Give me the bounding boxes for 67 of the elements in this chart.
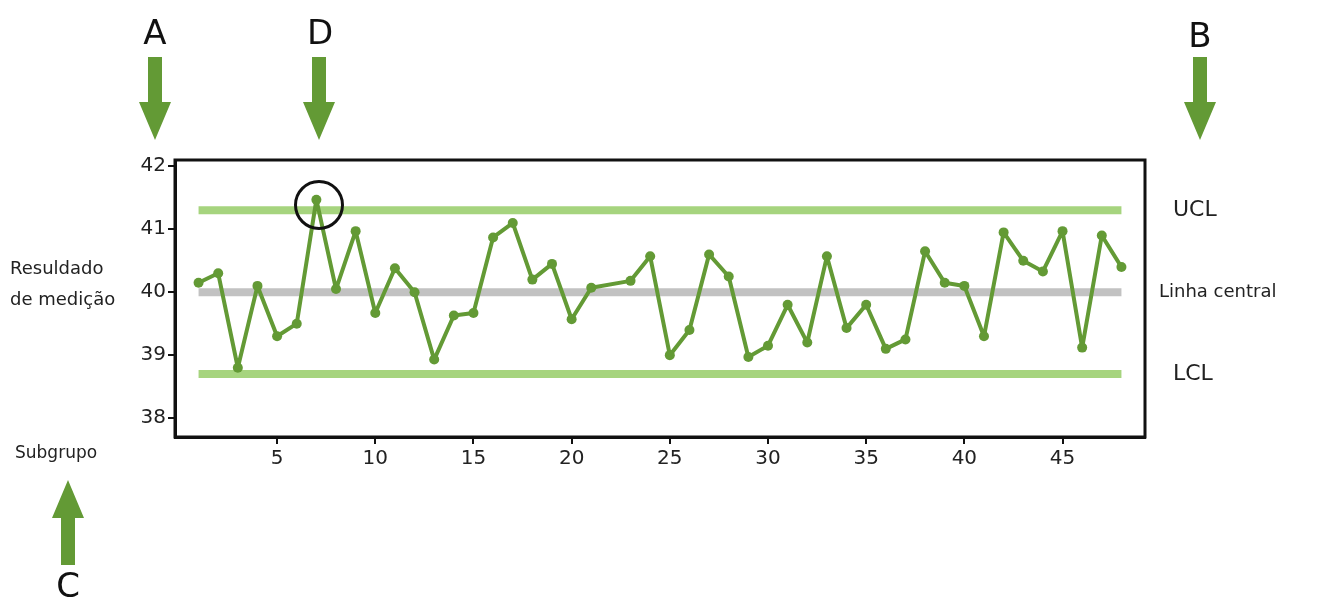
x-tick-label: 40 bbox=[951, 445, 978, 470]
point bbox=[1077, 342, 1088, 353]
x-axis-title: Subgrupo bbox=[15, 442, 98, 462]
text: A bbox=[142, 12, 168, 52]
point bbox=[920, 246, 931, 257]
y-tick-label: 42 bbox=[140, 152, 166, 177]
point bbox=[861, 299, 872, 310]
y-tick-label: 38 bbox=[140, 404, 166, 429]
point bbox=[586, 282, 597, 293]
y-axis-title: Resuldado de medição bbox=[10, 256, 117, 311]
point bbox=[1057, 226, 1068, 237]
point bbox=[272, 331, 283, 342]
point bbox=[448, 310, 459, 321]
point bbox=[350, 226, 361, 237]
point bbox=[1037, 266, 1048, 277]
point bbox=[998, 227, 1009, 238]
point bbox=[547, 258, 557, 269]
point bbox=[625, 275, 636, 286]
x-tick-label: 15 bbox=[460, 445, 487, 470]
point bbox=[978, 331, 989, 342]
point bbox=[939, 277, 950, 288]
point bbox=[311, 194, 322, 205]
point bbox=[802, 337, 813, 348]
point bbox=[743, 352, 754, 363]
point bbox=[664, 350, 675, 361]
point bbox=[409, 287, 420, 298]
point bbox=[429, 354, 440, 365]
point bbox=[252, 280, 263, 291]
x-tick-label: 35 bbox=[853, 445, 879, 470]
point bbox=[1096, 230, 1107, 241]
point bbox=[959, 280, 970, 291]
point bbox=[468, 307, 479, 318]
x-tick-label: 10 bbox=[362, 445, 389, 470]
ref-line-label: LCL bbox=[1173, 359, 1214, 385]
point bbox=[291, 318, 302, 329]
point bbox=[1018, 255, 1029, 266]
point bbox=[566, 314, 577, 325]
text: C bbox=[55, 565, 81, 605]
text: D bbox=[305, 12, 335, 52]
point bbox=[193, 277, 204, 288]
ref-line-label: Linha central bbox=[1159, 279, 1277, 301]
point bbox=[232, 362, 243, 373]
point bbox=[527, 274, 538, 285]
y-tick-label: 40 bbox=[140, 278, 166, 303]
point bbox=[880, 343, 891, 354]
text: B bbox=[1187, 15, 1213, 55]
y-tick-label: 39 bbox=[140, 341, 166, 366]
point bbox=[723, 271, 734, 282]
point bbox=[684, 324, 695, 335]
x-tick-label: 5 bbox=[270, 445, 284, 470]
ref-line-label: UCL bbox=[1173, 196, 1218, 222]
x-tick-label: 25 bbox=[657, 445, 683, 470]
x-tick-label: 30 bbox=[755, 445, 781, 470]
point bbox=[507, 217, 518, 228]
point bbox=[900, 334, 911, 345]
point bbox=[704, 249, 715, 260]
y-tick-label: 41 bbox=[140, 215, 166, 240]
point bbox=[645, 251, 656, 262]
x-tick-label: 45 bbox=[1049, 445, 1076, 470]
point bbox=[213, 268, 224, 279]
point bbox=[763, 340, 773, 351]
point bbox=[488, 232, 499, 243]
point bbox=[331, 284, 342, 295]
x-tick-label: 20 bbox=[558, 445, 585, 470]
point bbox=[841, 323, 852, 334]
point bbox=[389, 263, 400, 274]
point bbox=[1116, 262, 1127, 273]
